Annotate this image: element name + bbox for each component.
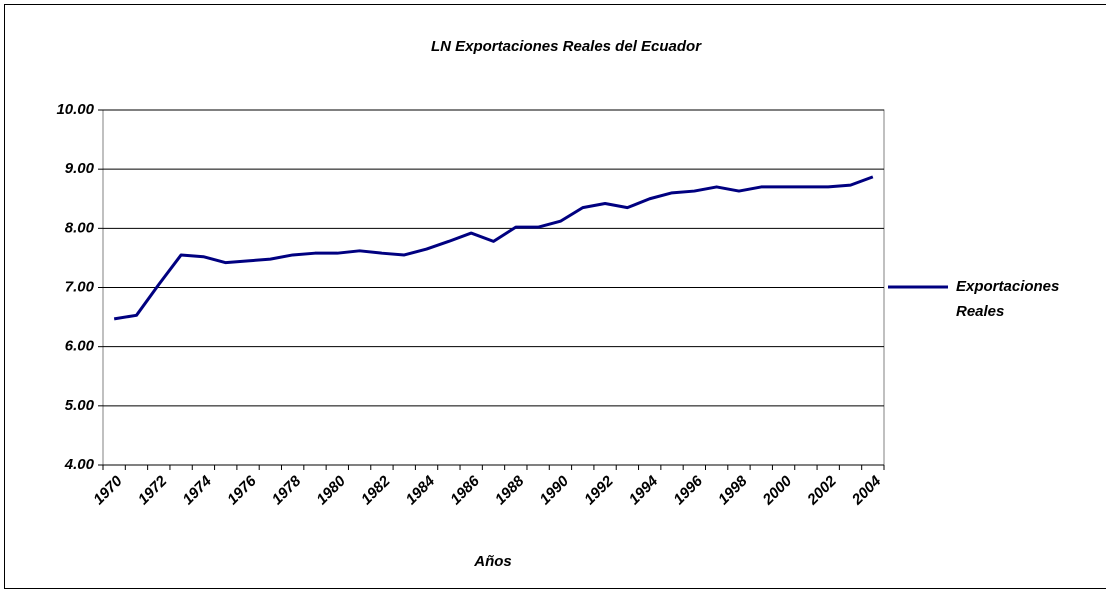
x-tick-label: 1972: [135, 472, 171, 508]
x-tick-label: 2002: [804, 472, 841, 509]
x-tick-label: 2004: [848, 472, 885, 509]
chart-border: [4, 4, 1106, 589]
x-tick-label: 1980: [313, 472, 349, 508]
x-tick-label: 1970: [90, 472, 126, 508]
x-tick-label: 1976: [224, 472, 260, 508]
x-tick-label: 1998: [715, 472, 751, 508]
x-tick-label: 1994: [626, 472, 662, 508]
y-tick-label: 7.00: [65, 278, 95, 295]
y-tick-label: 8.00: [65, 219, 95, 236]
data-line: [113, 175, 874, 321]
chart-title: LN Exportaciones Reales del Ecuador: [431, 38, 702, 55]
x-tick-label: 1986: [447, 472, 483, 508]
y-tick-label: 9.00: [65, 160, 95, 177]
x-tick-label: 1982: [358, 472, 394, 508]
legend-label-line: Reales: [956, 303, 1004, 320]
x-tick-label: 1992: [581, 472, 617, 508]
x-tick-label: 1984: [403, 472, 439, 508]
x-axis-label: Años: [473, 553, 512, 570]
x-tick-label: 2000: [759, 472, 796, 509]
y-tick-label: 4.00: [64, 456, 95, 473]
x-tick-label: 1990: [536, 472, 572, 508]
y-tick-label: 6.00: [65, 338, 95, 355]
x-tick-label: 1988: [492, 472, 528, 508]
x-tick-label: 1974: [179, 472, 215, 508]
y-tick-label: 10.00: [56, 101, 94, 118]
y-tick-label: 5.00: [65, 397, 95, 414]
legend-label: Exportaciones Reales: [956, 278, 1059, 320]
x-tick-label: 1978: [269, 472, 305, 508]
legend-label-line: Exportaciones: [956, 278, 1059, 295]
x-tick-label: 1996: [670, 472, 706, 508]
